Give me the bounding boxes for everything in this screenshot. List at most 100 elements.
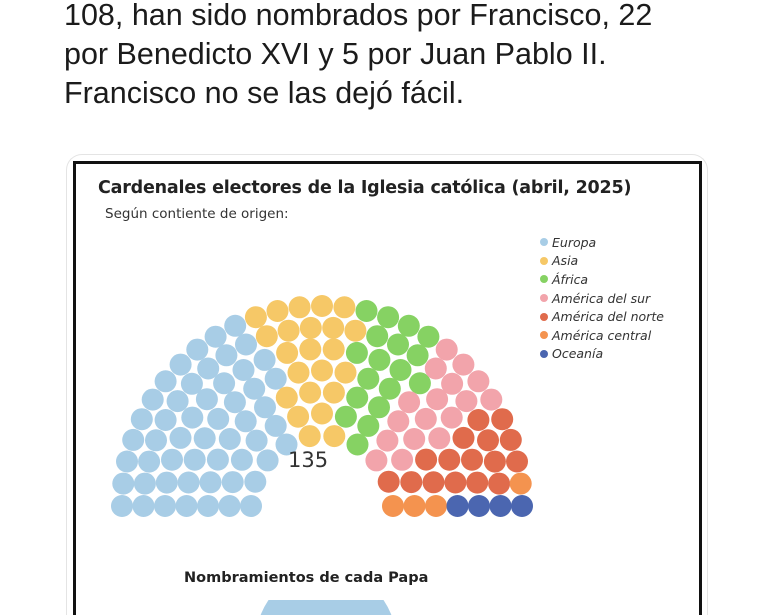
seat-dot [234, 410, 257, 433]
seat-dot [224, 314, 247, 337]
seat-dot [322, 338, 345, 361]
seat-dot [397, 314, 420, 337]
seat-dot [334, 361, 357, 384]
seat-dot [499, 428, 522, 451]
seat-dot [346, 433, 369, 456]
seat-dot [169, 353, 192, 376]
seat-dot [264, 414, 287, 437]
hemicycle-chart [111, 295, 533, 517]
seat-dot [275, 386, 298, 409]
seat-dot [425, 495, 447, 517]
seat-dot [311, 402, 333, 425]
seat-dot [426, 388, 449, 411]
seat-dot [277, 319, 300, 342]
tweet-text: 108, han sido nombrados por Francisco, 2… [64, 0, 764, 113]
seat-dot [264, 367, 287, 390]
chart-subtitle: Según contiente de origen: [105, 206, 289, 222]
seat-dot [116, 450, 138, 473]
seat-dot [414, 407, 437, 430]
seat-dot [245, 429, 268, 452]
seat-dot [221, 471, 244, 494]
seat-dot [382, 495, 404, 517]
seat-dot [333, 296, 356, 319]
seat-dot [368, 396, 390, 419]
image-card[interactable]: Cardenales electores de la Iglesia catól… [66, 154, 708, 615]
legend-label: Oceanía [552, 346, 604, 362]
seat-dot [218, 495, 241, 517]
legend-swatch-icon [540, 238, 548, 247]
seat-dot [366, 325, 389, 348]
seat-dot [511, 495, 533, 517]
tweet-line: por Benedicto XVI y 5 por Juan Pablo II. [64, 37, 607, 71]
legend-item: África [540, 270, 664, 289]
seat-dot [141, 388, 164, 411]
seat-dot [223, 391, 246, 414]
seat-dot [244, 306, 267, 329]
seat-dot [154, 495, 176, 517]
seat-dot [428, 427, 451, 450]
legend-label: América del norte [552, 309, 664, 325]
seat-dot [377, 306, 400, 329]
seat-dot [467, 409, 490, 431]
seat-dot [132, 495, 155, 517]
seat-dot [180, 372, 203, 395]
seat-dot [145, 429, 167, 452]
seat-dot [195, 388, 218, 411]
seat-dot [467, 370, 490, 393]
seat-dot [122, 428, 145, 451]
seat-dot [489, 495, 512, 517]
seat-dot [491, 408, 514, 431]
chart-legend: Europa Asia África América del sur América d… [540, 233, 664, 363]
seat-dot [387, 410, 410, 433]
seat-dot [204, 325, 227, 348]
seat-dot [288, 296, 311, 319]
seat-dot [111, 495, 133, 517]
seat-dot [186, 338, 209, 361]
legend-item: América central [540, 326, 664, 345]
legend-item: Asia [540, 252, 664, 271]
seat-dot [256, 449, 279, 472]
total-seats-label: 135 [288, 448, 329, 472]
legend-label: Europa [552, 234, 597, 250]
seat-dot [483, 450, 506, 473]
legend-item: América del norte [540, 307, 664, 326]
appointments-pie-chart [260, 600, 392, 615]
seat-dot [254, 396, 276, 419]
legend-swatch-icon [540, 275, 548, 284]
seat-dot [253, 348, 276, 371]
seat-dot [183, 448, 206, 471]
seat-dot [154, 370, 177, 393]
tweet-line: Francisco no se las dejó fácil. [64, 76, 465, 110]
seat-dot [365, 449, 388, 472]
legend-item: América del sur [540, 289, 664, 308]
seat-dot [355, 300, 378, 322]
seat-dot [452, 353, 475, 376]
legend-label: América del sur [552, 290, 651, 306]
seat-dot [130, 408, 153, 431]
seat-dot [377, 470, 400, 493]
seat-dot [376, 429, 399, 452]
seat-dot [299, 338, 322, 361]
seat-dot [243, 377, 266, 400]
seat-dot [438, 448, 461, 471]
seat-dot [276, 341, 299, 364]
seat-dot [403, 495, 426, 517]
seat-dot [357, 367, 380, 390]
seat-dot [207, 407, 230, 430]
seat-dot [406, 344, 429, 367]
seat-dot [346, 386, 369, 409]
legend-swatch-icon [540, 294, 548, 303]
seat-dot [435, 338, 458, 361]
legend-swatch-icon [540, 331, 548, 340]
seat-dot [422, 471, 445, 494]
seat-dot [230, 448, 253, 471]
appointments-pie-top [260, 600, 392, 615]
seat-dot [408, 372, 431, 395]
seat-dot [387, 333, 409, 356]
seat-dot [480, 388, 503, 411]
seat-dot [287, 361, 310, 384]
seat-dot [133, 472, 156, 495]
seat-dot [215, 344, 238, 367]
seat-dot [466, 471, 489, 494]
legend-label: América central [552, 327, 652, 343]
